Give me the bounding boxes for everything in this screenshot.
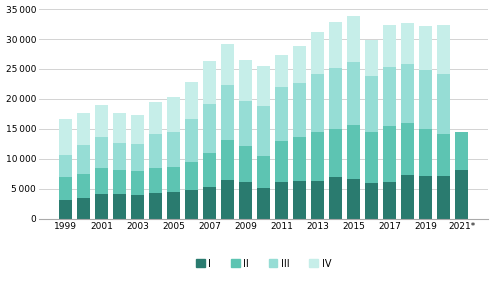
Bar bbox=[131, 144, 144, 171]
Bar bbox=[149, 102, 162, 134]
Bar bbox=[383, 25, 396, 67]
Bar bbox=[365, 132, 378, 183]
Bar bbox=[77, 198, 90, 219]
Bar bbox=[203, 154, 216, 187]
Bar bbox=[59, 200, 72, 219]
Bar bbox=[257, 106, 270, 156]
Bar bbox=[131, 115, 144, 144]
Bar bbox=[221, 140, 234, 181]
Bar bbox=[275, 141, 288, 182]
Bar bbox=[293, 83, 306, 137]
Bar bbox=[293, 137, 306, 181]
Bar bbox=[59, 178, 72, 200]
Bar bbox=[419, 26, 432, 70]
Bar bbox=[275, 182, 288, 219]
Bar bbox=[419, 70, 432, 129]
Bar bbox=[293, 181, 306, 219]
Bar bbox=[383, 182, 396, 219]
Bar bbox=[437, 25, 450, 74]
Bar bbox=[95, 105, 108, 137]
Bar bbox=[419, 176, 432, 219]
Bar bbox=[221, 181, 234, 219]
Bar bbox=[437, 74, 450, 134]
Bar bbox=[59, 155, 72, 178]
Legend: I, II, III, IV: I, II, III, IV bbox=[192, 255, 335, 273]
Bar bbox=[347, 179, 360, 219]
Bar bbox=[149, 134, 162, 168]
Bar bbox=[329, 68, 342, 129]
Bar bbox=[95, 168, 108, 194]
Bar bbox=[113, 143, 126, 170]
Bar bbox=[203, 187, 216, 219]
Bar bbox=[257, 188, 270, 219]
Bar bbox=[185, 119, 198, 162]
Bar bbox=[365, 75, 378, 132]
Bar bbox=[77, 175, 90, 198]
Bar bbox=[95, 137, 108, 168]
Bar bbox=[275, 55, 288, 87]
Bar bbox=[401, 123, 414, 175]
Bar bbox=[347, 125, 360, 179]
Bar bbox=[311, 32, 324, 74]
Bar bbox=[149, 168, 162, 193]
Bar bbox=[113, 194, 126, 219]
Bar bbox=[239, 60, 252, 101]
Bar bbox=[311, 74, 324, 132]
Bar bbox=[311, 132, 324, 181]
Bar bbox=[365, 183, 378, 219]
Bar bbox=[185, 82, 198, 119]
Bar bbox=[239, 101, 252, 146]
Bar bbox=[329, 177, 342, 219]
Bar bbox=[419, 129, 432, 176]
Bar bbox=[401, 175, 414, 219]
Bar bbox=[365, 40, 378, 75]
Bar bbox=[257, 156, 270, 188]
Bar bbox=[185, 162, 198, 190]
Bar bbox=[77, 113, 90, 145]
Bar bbox=[329, 22, 342, 68]
Bar bbox=[383, 67, 396, 126]
Bar bbox=[113, 170, 126, 194]
Bar bbox=[239, 146, 252, 182]
Bar bbox=[131, 171, 144, 195]
Bar bbox=[167, 132, 180, 167]
Bar bbox=[131, 195, 144, 219]
Bar bbox=[437, 134, 450, 176]
Bar bbox=[275, 87, 288, 141]
Bar bbox=[113, 113, 126, 143]
Bar bbox=[401, 64, 414, 123]
Bar bbox=[221, 85, 234, 140]
Bar bbox=[455, 132, 468, 170]
Bar bbox=[77, 145, 90, 175]
Bar bbox=[455, 170, 468, 219]
Bar bbox=[167, 97, 180, 132]
Bar bbox=[437, 176, 450, 219]
Bar bbox=[329, 129, 342, 177]
Bar bbox=[95, 194, 108, 219]
Bar bbox=[149, 193, 162, 219]
Bar bbox=[347, 62, 360, 125]
Bar bbox=[383, 126, 396, 182]
Bar bbox=[257, 66, 270, 106]
Bar bbox=[293, 46, 306, 83]
Bar bbox=[185, 190, 198, 219]
Bar bbox=[401, 23, 414, 64]
Bar bbox=[203, 61, 216, 104]
Bar bbox=[347, 16, 360, 62]
Bar bbox=[311, 181, 324, 219]
Bar bbox=[203, 104, 216, 154]
Bar bbox=[167, 192, 180, 219]
Bar bbox=[221, 44, 234, 85]
Bar bbox=[167, 167, 180, 192]
Bar bbox=[59, 119, 72, 155]
Bar bbox=[239, 182, 252, 219]
